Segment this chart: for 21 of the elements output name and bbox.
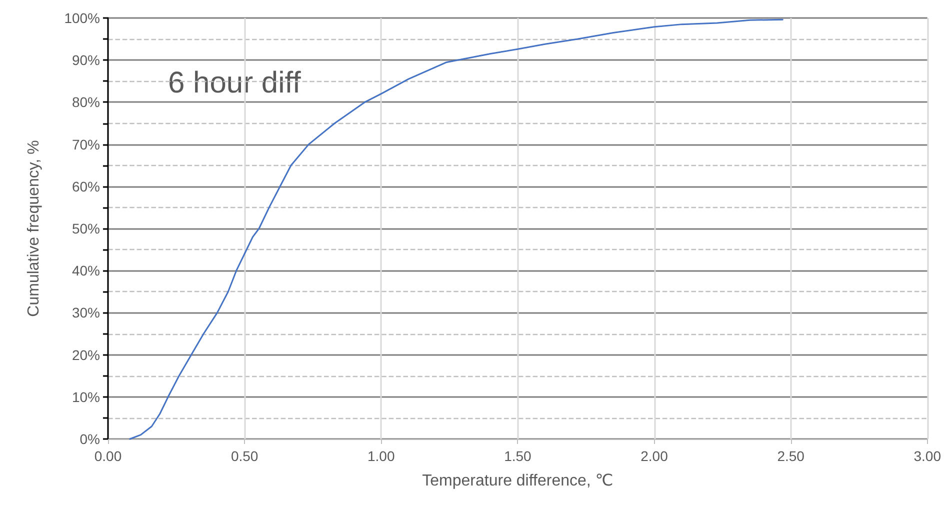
x-axis-title: Temperature difference, ℃	[422, 472, 614, 490]
x-tick-label: 3.00	[914, 448, 942, 464]
x-tick-label: 2.50	[777, 448, 805, 464]
y-tick-label: 30%	[72, 304, 100, 321]
y-tick-label: 90%	[72, 52, 100, 68]
y-tick-label: 10%	[72, 388, 100, 405]
y-tick-label: 70%	[72, 136, 100, 152]
x-tick-label: 2.00	[640, 448, 668, 464]
y-tick-label: 80%	[72, 94, 100, 110]
y-tick-label: 100%	[64, 10, 100, 26]
x-tick-label: 0.00	[94, 448, 122, 464]
y-tick-label: 0%	[80, 431, 100, 447]
x-tick-label: 0.50	[230, 448, 258, 464]
x-tick-label: 1.00	[368, 448, 395, 464]
y-tick-label: 20%	[72, 346, 100, 363]
y-tick-label: 40%	[72, 262, 100, 279]
y-axis-title: Cumulative frequency, %	[26, 140, 42, 317]
y-tick-label: 60%	[72, 178, 100, 194]
y-tick-label: 50%	[72, 220, 100, 236]
x-tick-label: 1.50	[504, 448, 532, 464]
line-series	[129, 18, 784, 440]
